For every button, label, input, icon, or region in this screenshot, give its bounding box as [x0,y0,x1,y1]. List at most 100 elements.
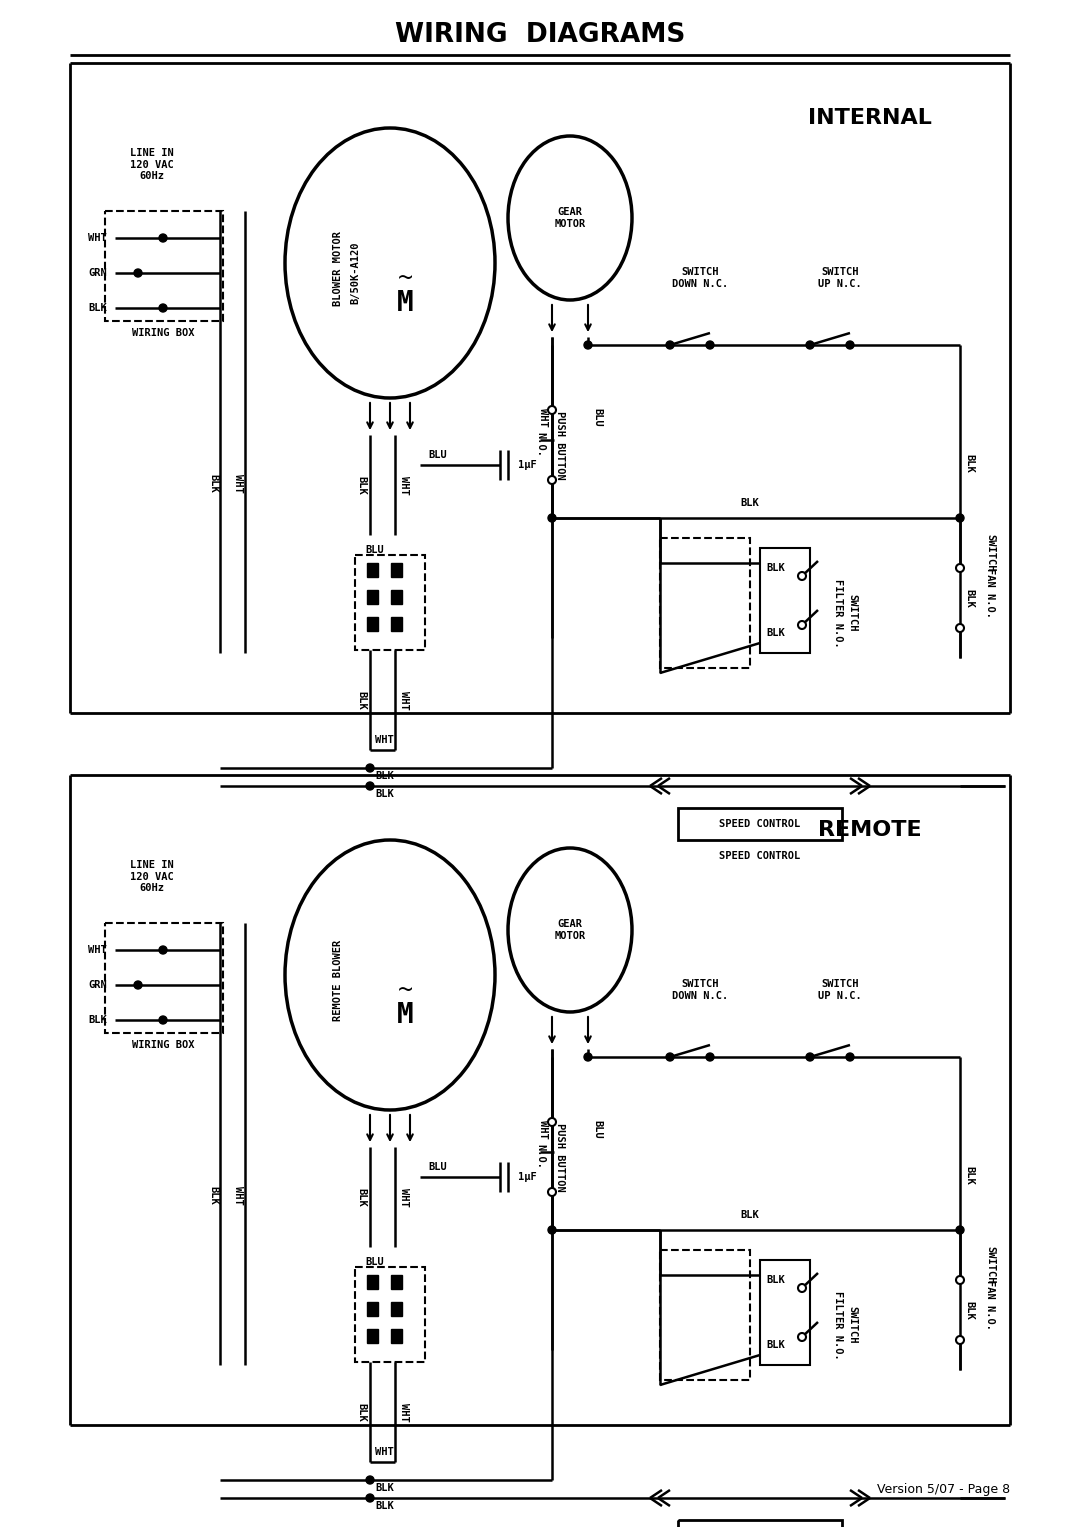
Text: BLK: BLK [356,1403,366,1422]
Text: B/50K-A120: B/50K-A120 [350,241,360,304]
Text: 1μF: 1μF [518,1173,537,1182]
Text: BLK: BLK [964,1165,974,1185]
Bar [391,1275,402,1289]
Text: BLK: BLK [741,498,759,508]
Bar [367,563,378,577]
Text: WHT: WHT [399,475,409,495]
Text: GRN: GRN [87,269,107,278]
Text: FILTER N.O.: FILTER N.O. [833,579,843,647]
Text: BLU: BLU [592,1119,602,1138]
Text: BLK: BLK [208,473,218,492]
Text: SPEED CONTROL: SPEED CONTROL [719,818,800,829]
Circle shape [548,476,556,484]
Text: WHT: WHT [399,1403,409,1422]
Text: Version 5/07 - Page 8: Version 5/07 - Page 8 [877,1484,1010,1496]
Text: BLU: BLU [428,1162,447,1173]
Text: BLK: BLK [766,628,785,638]
Text: WIRING BOX: WIRING BOX [132,328,194,337]
Circle shape [806,341,814,350]
Text: WHT: WHT [233,1185,243,1205]
Text: SWITCH
UP N.C.: SWITCH UP N.C. [819,267,862,289]
Circle shape [366,1493,374,1503]
Text: REMOTE BLOWER: REMOTE BLOWER [333,939,343,1020]
Circle shape [366,1477,374,1484]
Text: M: M [396,289,414,318]
Text: BLK: BLK [356,1188,366,1206]
Circle shape [666,341,674,350]
Text: SWITCH
DOWN N.C.: SWITCH DOWN N.C. [672,267,728,289]
Text: BLK: BLK [356,690,366,710]
Text: BLK: BLK [208,1185,218,1205]
Text: BLK: BLK [375,1483,394,1493]
Text: SWITCH
DOWN N.C.: SWITCH DOWN N.C. [672,979,728,1000]
Text: INTERNAL: INTERNAL [808,108,932,128]
Text: BLK: BLK [87,302,107,313]
Circle shape [956,515,964,522]
Text: SWITCH
UP N.C.: SWITCH UP N.C. [819,979,862,1000]
Circle shape [956,1277,964,1284]
Bar [391,589,402,605]
Circle shape [548,1188,556,1196]
Circle shape [956,563,964,573]
Circle shape [706,1054,714,1061]
Text: BLK: BLK [964,588,974,608]
Text: WHT: WHT [87,945,107,954]
Text: N.O.: N.O. [535,1145,545,1170]
Bar [367,617,378,631]
Circle shape [798,621,806,629]
Text: SWITCH: SWITCH [847,594,858,632]
Text: BLK: BLK [356,475,366,495]
Text: ~: ~ [397,266,413,290]
Text: SWITCH: SWITCH [985,534,995,571]
Text: WHT: WHT [375,734,394,745]
Text: SWITCH: SWITCH [847,1306,858,1344]
Bar [367,1328,378,1344]
Circle shape [548,1226,556,1234]
Text: ~: ~ [397,977,413,1002]
Text: SPEED CONTROL: SPEED CONTROL [719,851,800,861]
Bar [391,563,402,577]
Text: LINE IN
120 VAC
60Hz: LINE IN 120 VAC 60Hz [130,148,174,182]
Text: FAN N.O.: FAN N.O. [985,568,995,618]
Text: WHT: WHT [399,690,409,710]
Text: GRN: GRN [87,980,107,989]
Text: FAN N.O.: FAN N.O. [985,1280,995,1330]
Text: N.O.: N.O. [535,432,545,458]
Text: WHT: WHT [233,473,243,492]
Text: BLK: BLK [375,789,394,799]
Bar [367,1303,378,1316]
Text: REMOTE: REMOTE [819,820,922,840]
Text: GEAR
MOTOR: GEAR MOTOR [554,919,585,941]
Text: BLU: BLU [592,408,602,426]
Bar [391,617,402,631]
Circle shape [956,1226,964,1234]
Text: BLK: BLK [964,454,974,472]
Text: BLU: BLU [365,545,383,554]
Text: SWITCH: SWITCH [985,1246,995,1284]
Text: BLK: BLK [741,1209,759,1220]
Text: WHT: WHT [538,408,548,426]
Text: BLK: BLK [766,563,785,573]
Text: BLU: BLU [365,1257,383,1267]
Circle shape [134,269,141,276]
Text: BLK: BLK [375,771,394,780]
Text: LINE IN
120 VAC
60Hz: LINE IN 120 VAC 60Hz [130,860,174,893]
Circle shape [159,1015,167,1025]
Circle shape [956,1336,964,1344]
Text: WHT: WHT [375,1448,394,1457]
Circle shape [798,573,806,580]
Bar [367,589,378,605]
Bar [367,1275,378,1289]
Bar [391,1303,402,1316]
Circle shape [798,1284,806,1292]
Circle shape [548,406,556,414]
Circle shape [159,947,167,954]
Text: BLOWER MOTOR: BLOWER MOTOR [333,231,343,305]
Text: WIRING BOX: WIRING BOX [132,1040,194,1051]
Circle shape [159,234,167,241]
Text: BLK: BLK [87,1015,107,1025]
Text: BLK: BLK [766,1275,785,1286]
Text: BLK: BLK [766,1341,785,1350]
Text: BLU: BLU [428,450,447,460]
Circle shape [159,304,167,312]
